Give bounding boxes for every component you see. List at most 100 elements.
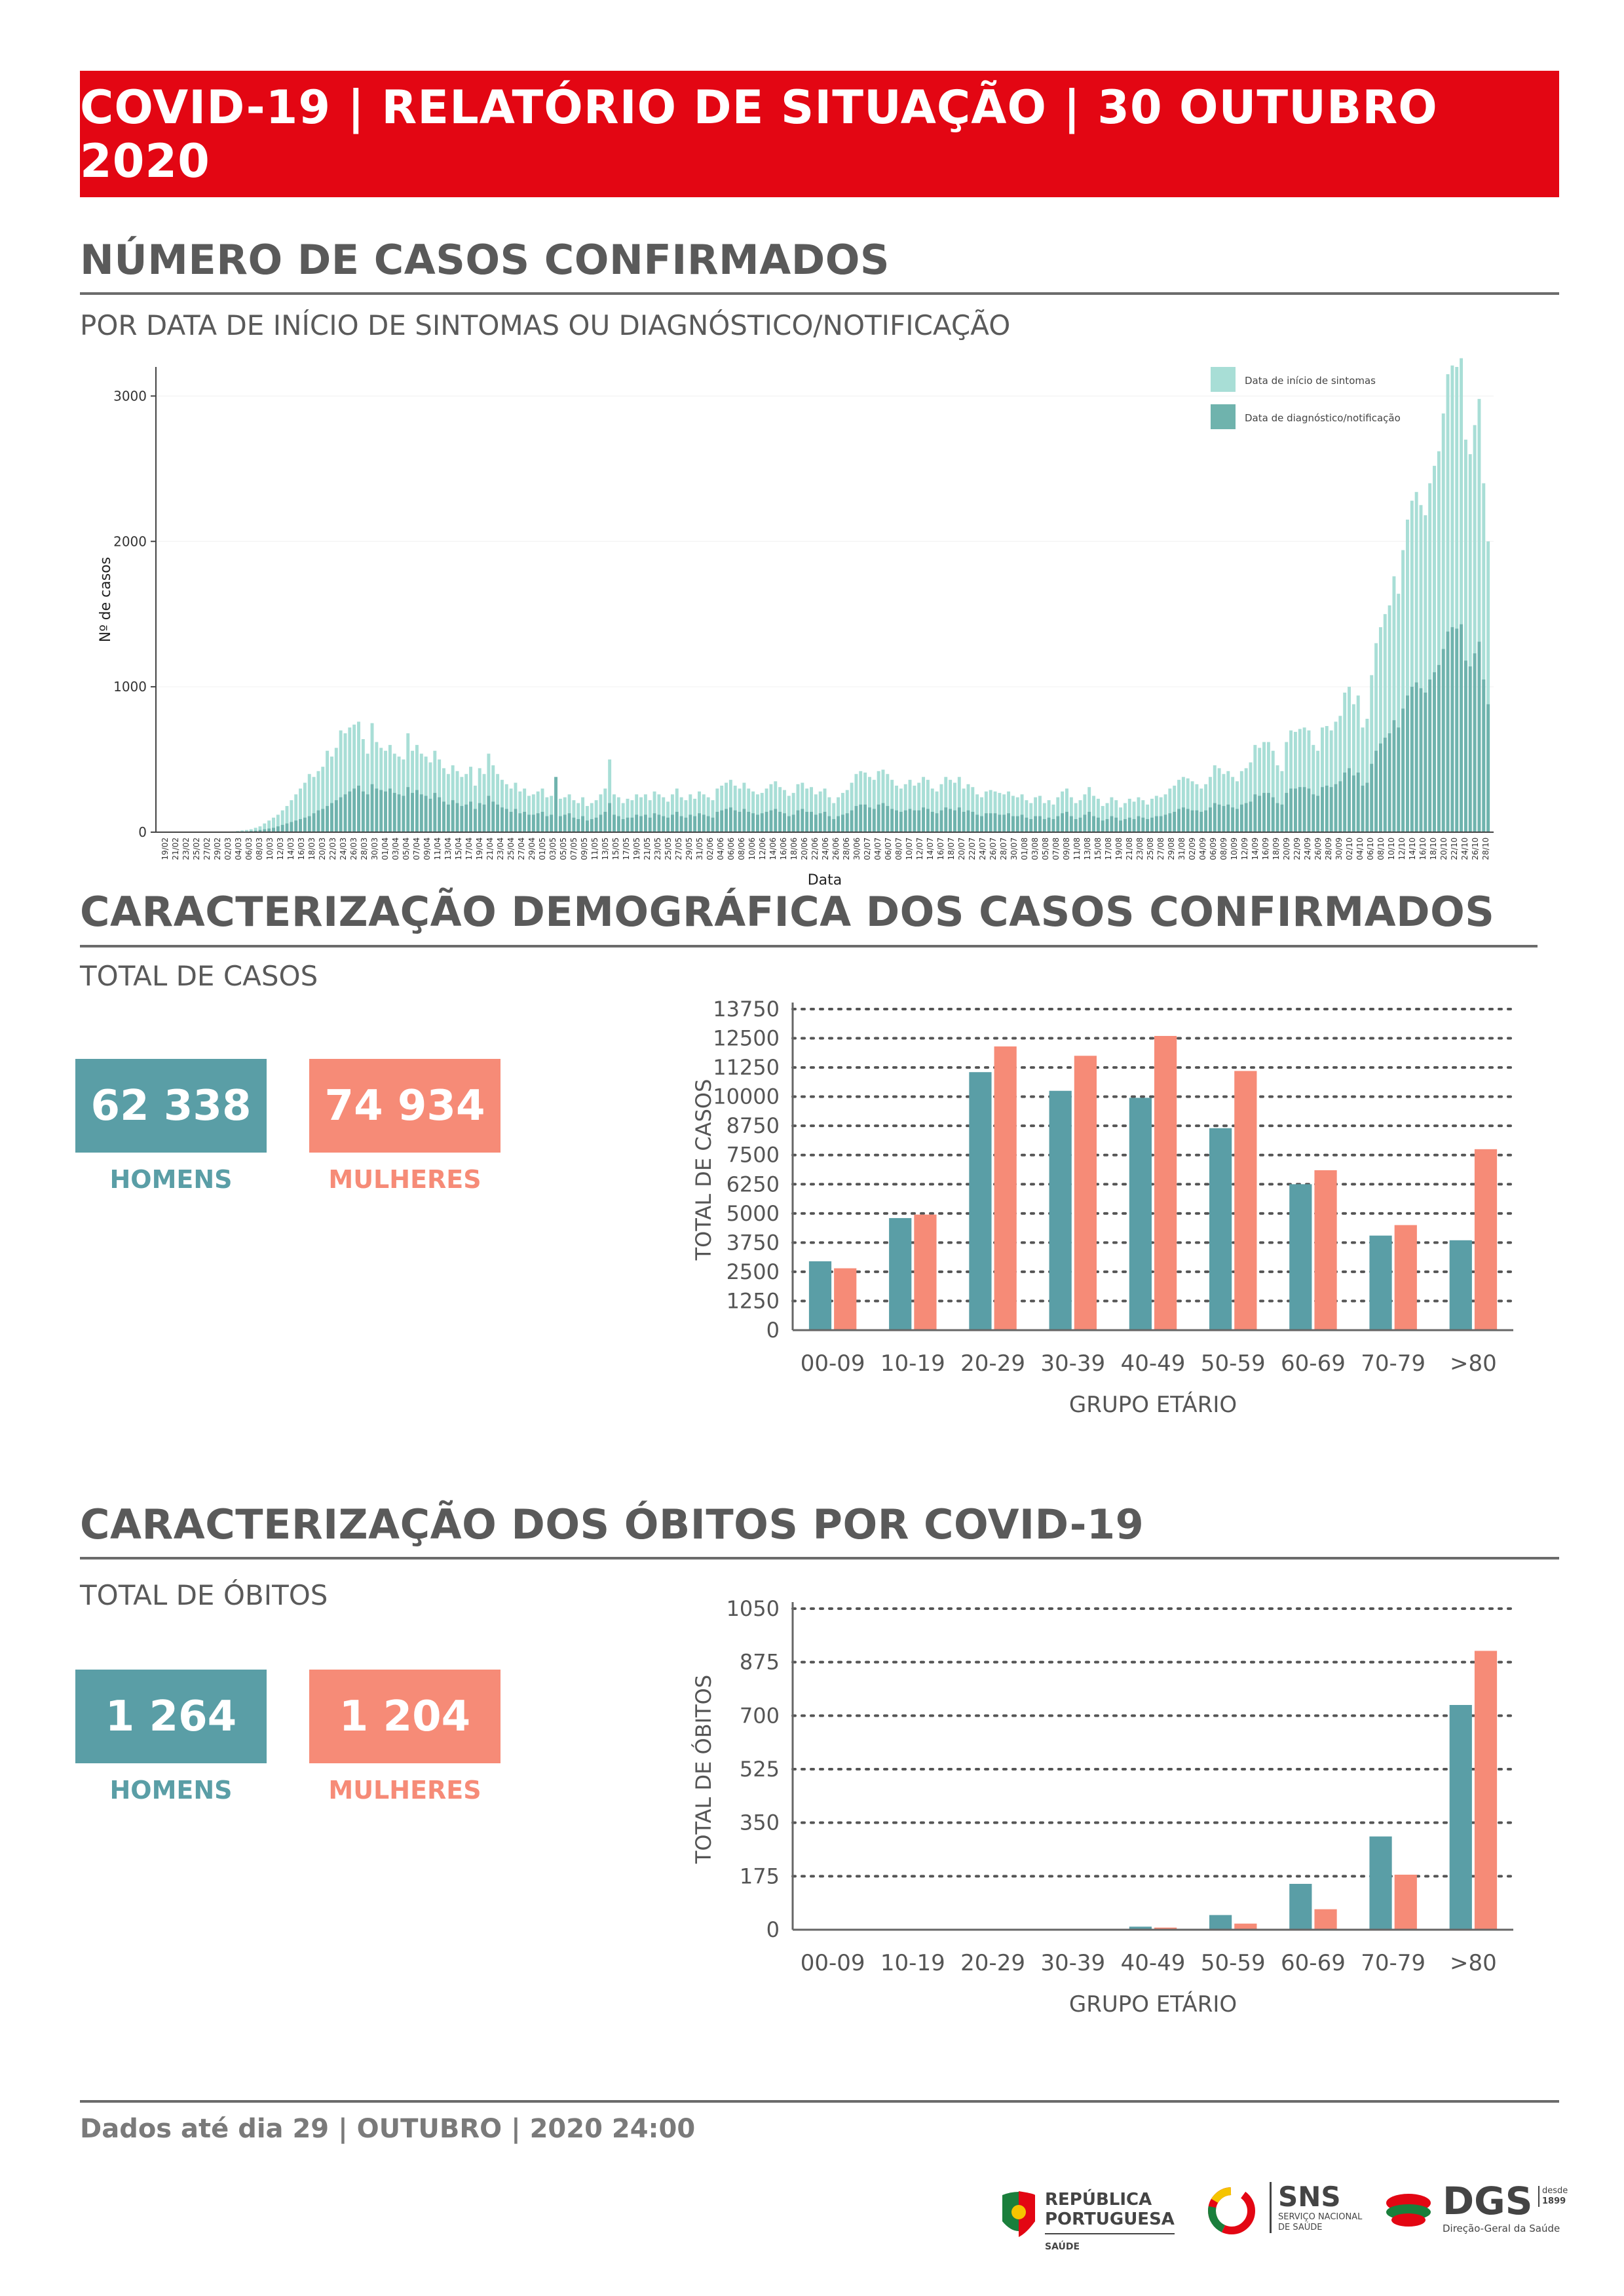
cases-y-tick-label: 8750: [727, 1113, 780, 1138]
epi-x-tick-label: 27/08: [1156, 837, 1165, 860]
epi-bar-symptoms: [1163, 794, 1167, 832]
epi-bar-notification: [1038, 816, 1042, 832]
epi-bar-notification: [312, 813, 316, 832]
epi-bar-notification: [545, 816, 549, 832]
epi-bar-notification: [1378, 743, 1382, 832]
cases-bar-women: [1154, 1035, 1177, 1330]
epi-bar-symptoms: [850, 782, 854, 832]
deaths-men-label: HOMENS: [109, 1776, 233, 1805]
epi-bar-symptoms: [1186, 778, 1190, 832]
cases-bar-women: [914, 1214, 937, 1330]
epi-bar-notification: [616, 816, 620, 832]
epi-x-tick-label: 11/05: [590, 837, 599, 860]
epi-bar-notification: [366, 794, 369, 832]
epi-bar-notification: [1441, 649, 1445, 832]
epi-bar-notification: [689, 814, 692, 832]
epi-bar-symptoms: [1007, 791, 1011, 832]
deaths-y-tick-label: 875: [740, 1650, 780, 1675]
epi-bar-symptoms: [572, 800, 576, 832]
epi-bar-symptoms: [1446, 374, 1450, 832]
epi-bar-symptoms: [725, 782, 728, 832]
epi-bar-notification: [877, 804, 880, 832]
deaths-men-value: 1 264: [105, 1692, 237, 1741]
epi-bar-notification: [998, 814, 1002, 832]
epi-bar-symptoms: [881, 769, 885, 832]
deaths-by-age-chart: 0 175 350 525 700 875 1050 00-09 10-19 20-29 30-39…: [690, 1596, 1515, 2018]
epi-bar-notification: [823, 811, 827, 832]
epi-bar-symptoms: [953, 782, 956, 832]
epi-bar-symptoms: [558, 798, 562, 832]
epi-x-tick-label: 27/05: [674, 837, 683, 860]
epi-bar-notification: [926, 809, 930, 832]
epi-bar-symptoms: [1101, 806, 1105, 832]
sns-logo: SNS SERVIÇO NACIONAL DE SAÚDE: [1205, 2175, 1363, 2254]
legend-label-notification: Data de diagnóstico/notificação: [1245, 412, 1401, 424]
epi-x-tick-label: 15/04: [454, 837, 463, 860]
epi-bar-symptoms: [550, 795, 554, 832]
cases-x-tick-label: 20-29: [960, 1350, 1025, 1377]
epi-bar-symptoms: [330, 756, 333, 832]
epi-bar-symptoms: [872, 780, 876, 832]
epi-bar-symptoms: [1105, 803, 1109, 832]
cases-y-tick-label: 11250: [713, 1055, 780, 1080]
epi-bar-symptoms: [666, 801, 670, 832]
epi-bar-symptoms: [1034, 797, 1038, 832]
cases-bar-women: [1314, 1170, 1337, 1330]
epi-bar-symptoms: [540, 788, 544, 832]
epi-bar-symptoms: [285, 806, 289, 832]
epi-x-tick-label: 27/04: [517, 837, 526, 860]
epi-bar-notification: [662, 816, 666, 832]
epi-x-tick-label: 24/03: [339, 837, 348, 860]
epi-bar-symptoms: [1083, 794, 1087, 832]
epi-bar-symptoms: [1370, 675, 1374, 832]
epi-x-tick-label: 08/09: [1219, 837, 1228, 860]
epi-bar-symptoms: [1222, 774, 1226, 832]
epi-bar-symptoms: [944, 776, 948, 832]
epi-bar-symptoms: [765, 788, 768, 832]
dgs-since1: desde: [1542, 2186, 1568, 2196]
epi-x-tick-label: 14/03: [286, 837, 295, 860]
cases-men-label: HOMENS: [109, 1165, 233, 1194]
epi-bar-symptoms: [1132, 801, 1136, 832]
epi-x-tick-label: 19/04: [475, 837, 484, 860]
epi-bar-symptoms: [361, 739, 365, 832]
epi-bar-notification: [1186, 809, 1190, 832]
dgs-emblem-icon: [1386, 2194, 1431, 2227]
epi-bar-notification: [1468, 666, 1472, 832]
epi-x-tick-label: 28/09: [1324, 837, 1333, 860]
epi-bar-symptoms: [406, 733, 410, 832]
epi-bar-notification: [693, 816, 697, 832]
epi-bar-symptoms: [1321, 727, 1324, 832]
epi-bar-symptoms: [1275, 765, 1279, 832]
epi-bar-notification: [1154, 816, 1158, 832]
epi-bar-symptoms: [1137, 797, 1141, 832]
epi-bar-notification: [980, 816, 983, 832]
epi-x-tick-label: 04/03: [234, 837, 243, 860]
epi-bar-symptoms: [460, 776, 464, 832]
epi-bar-notification: [890, 809, 894, 832]
epi-bar-notification: [1213, 803, 1217, 832]
epi-bar-notification: [1083, 814, 1087, 832]
epi-bar-symptoms: [487, 754, 491, 832]
epi-bar-notification: [1002, 814, 1006, 832]
legend-swatch-symptoms: [1211, 367, 1236, 392]
epi-bar-notification: [1101, 820, 1105, 832]
epi-bar-notification: [850, 810, 854, 832]
epi-x-tick-label: 03/04: [391, 837, 400, 860]
epi-bar-notification: [1365, 782, 1369, 832]
epi-bar-symptoms: [352, 724, 356, 832]
epi-bar-notification: [1096, 817, 1100, 832]
dgs-sub: Direção-Geral da Saúde: [1443, 2223, 1560, 2234]
epi-bar-symptoms: [1217, 768, 1221, 832]
epi-bar-notification: [258, 830, 262, 832]
deaths-bar-women: [1314, 1909, 1337, 1930]
deaths-x-tick-label: 40-49: [1121, 1950, 1186, 1976]
epi-bar-notification: [1069, 816, 1073, 832]
epi-bar-symptoms: [679, 797, 683, 832]
footer-rule: [80, 2100, 1559, 2103]
epi-x-tick-label: 16/10: [1418, 837, 1427, 860]
epi-bar-notification: [837, 816, 840, 832]
cases-x-tick-label: 30-39: [1040, 1350, 1105, 1377]
epi-bar-notification: [590, 819, 594, 832]
epi-x-tick-label: 19/08: [1114, 837, 1124, 860]
